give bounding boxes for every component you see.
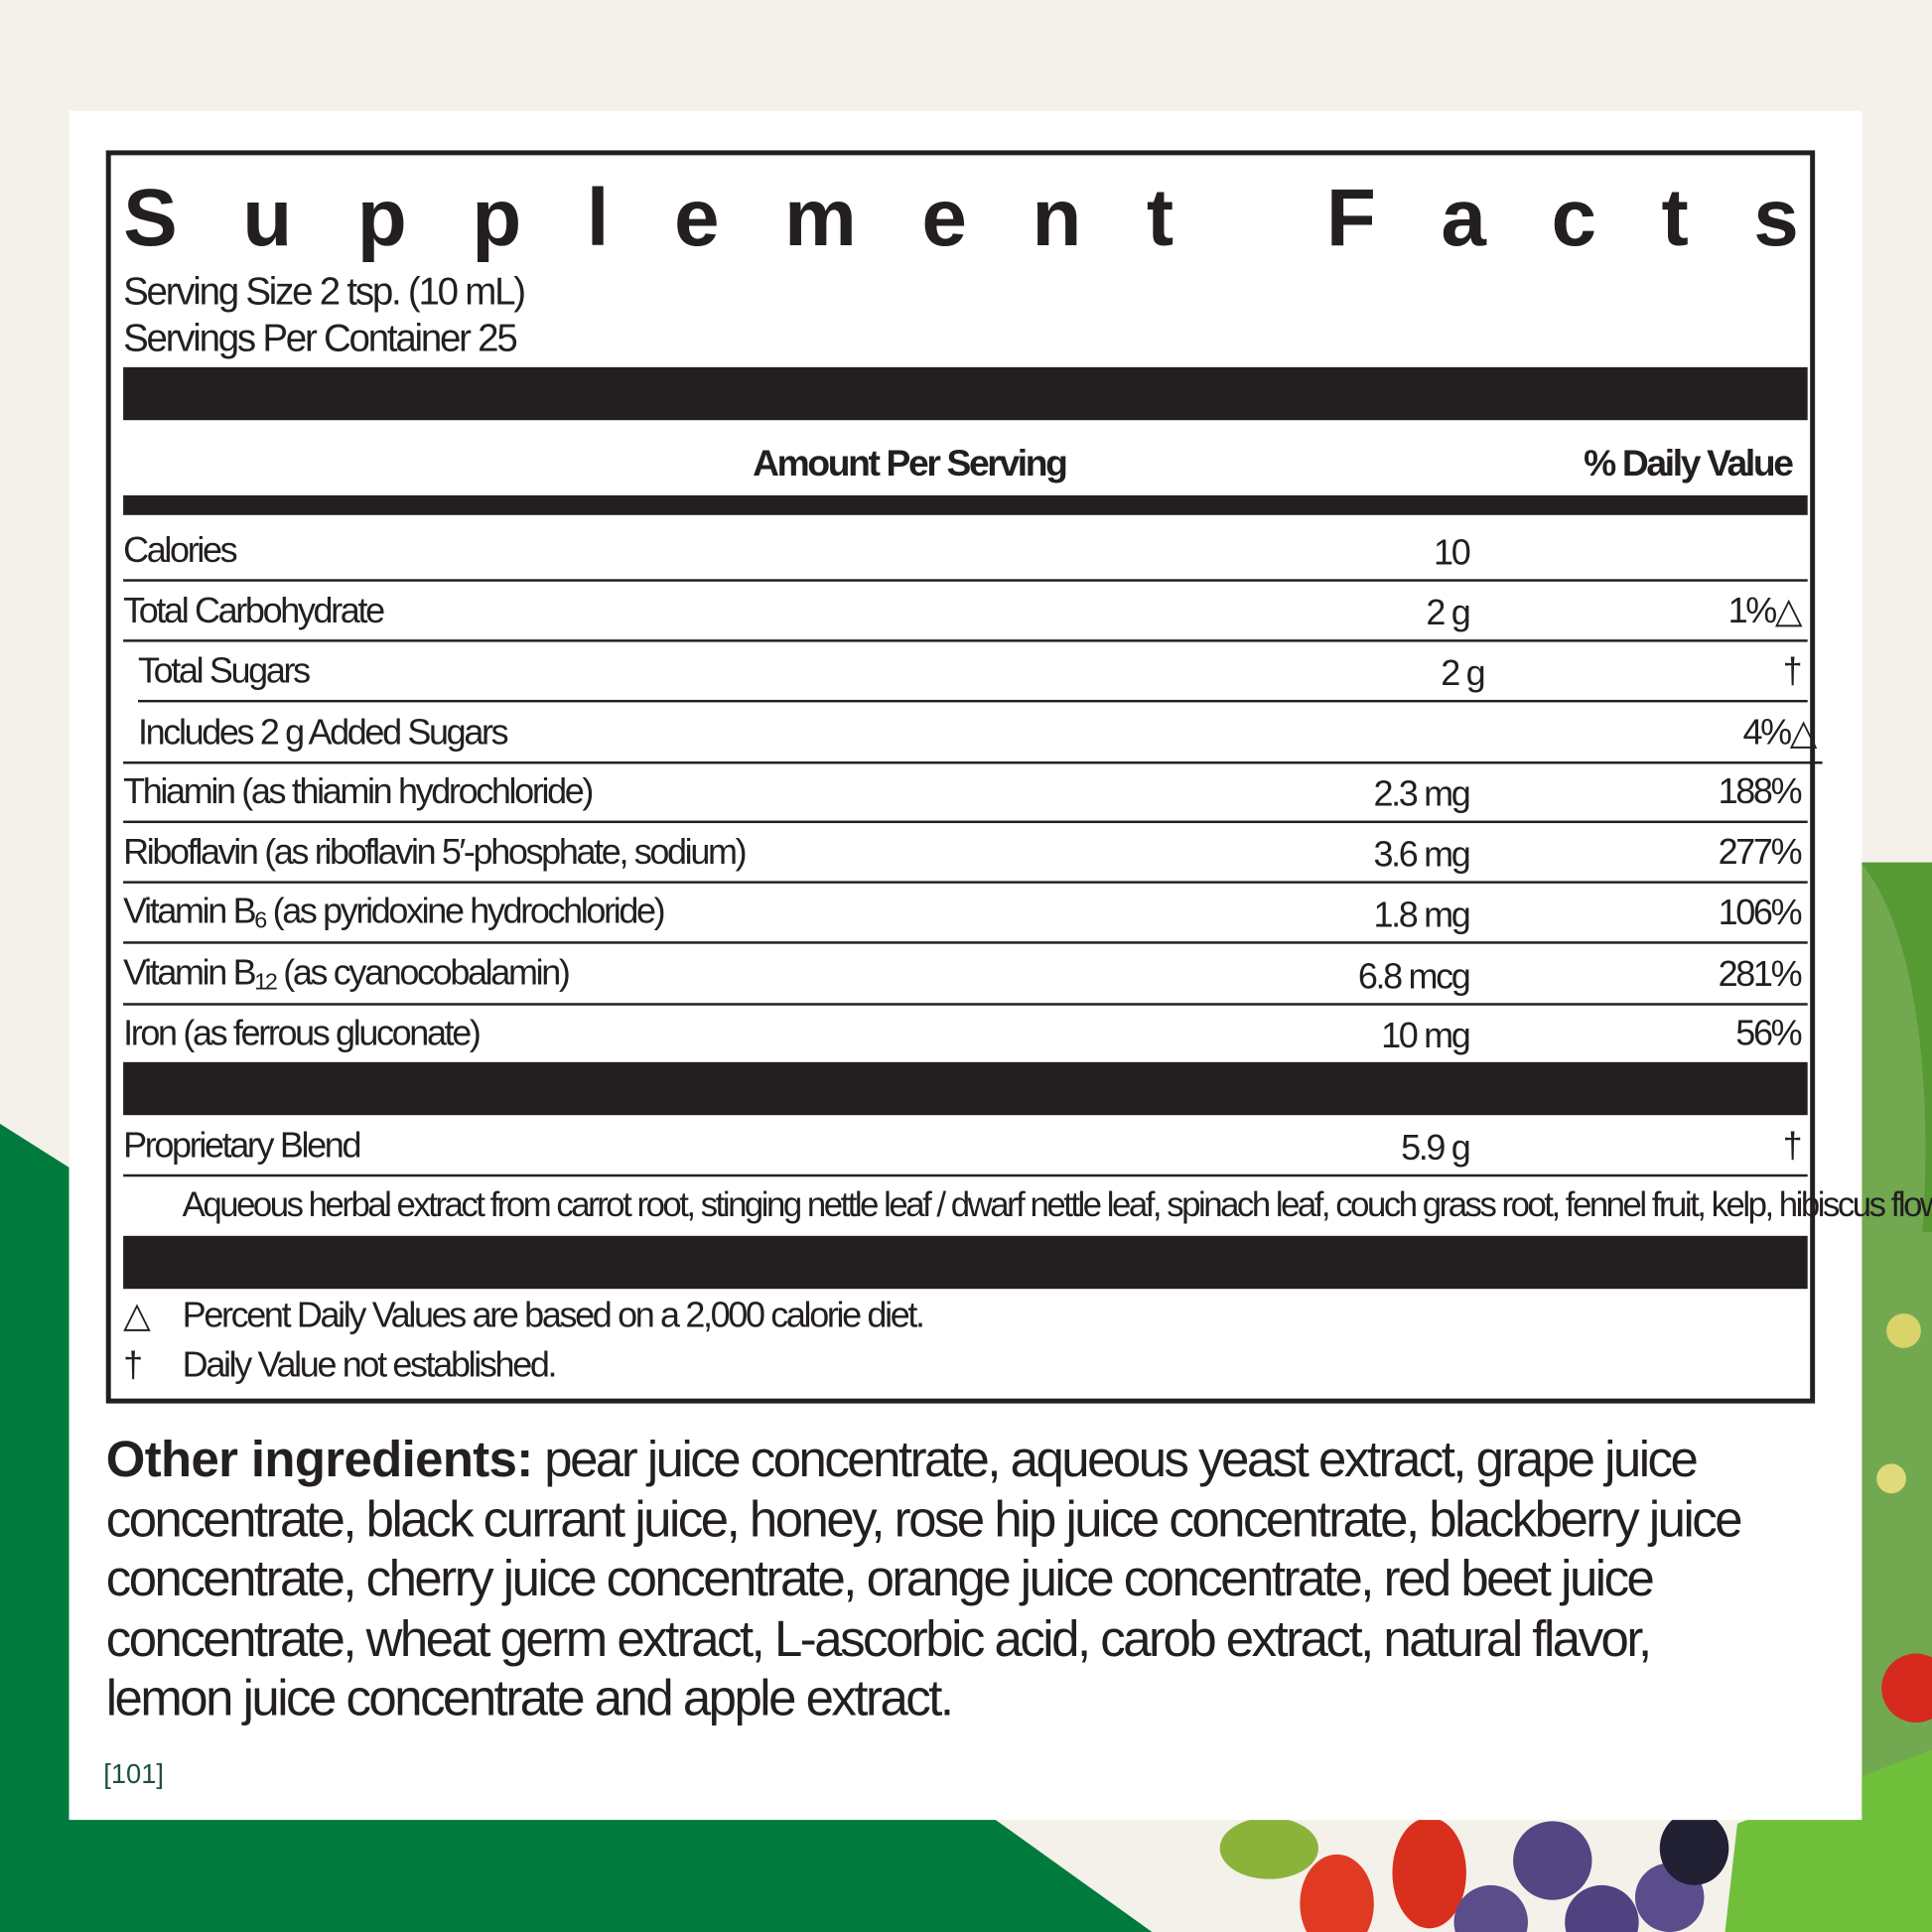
label-subscript: 12 — [254, 968, 278, 995]
row-daily-value: 56% — [1735, 1014, 1802, 1054]
row-amount: 2.3 mg — [1373, 774, 1470, 815]
label-text: (as cyanocobalamin) — [275, 953, 571, 994]
title-letter: S — [123, 171, 178, 263]
other-ingredients: Other ingredients: pear juice concentrat… — [106, 1430, 1782, 1728]
title-letter: e — [674, 171, 720, 263]
row-amount: 2 g — [1441, 654, 1485, 694]
label-text: Vitamin B — [123, 953, 257, 994]
nutrient-row: Includes 2 g Added Sugars 4%△ — [123, 702, 1823, 764]
daily-value-header: % Daily Value — [1584, 443, 1794, 484]
nutrient-row: Total Sugars 2 g † — [138, 640, 1808, 703]
nutrient-row: Iron (as ferrous gluconate) 10 mg 56% — [123, 1003, 1808, 1062]
divider-bar — [123, 1061, 1808, 1116]
title-letter: a — [1441, 171, 1486, 263]
row-label: Iron (as ferrous gluconate) — [123, 1014, 482, 1054]
nutrient-row: Total Carbohydrate 2 g 1%△ — [123, 581, 1808, 642]
serving-size: Serving Size 2 tsp. (10 mL) — [123, 269, 526, 314]
row-daily-value: 4%△ — [1742, 713, 1817, 754]
title-letter: s — [1753, 171, 1799, 263]
row-label: Vitamin B12 (as cyanocobalamin) — [123, 953, 571, 996]
label-subscript: 6 — [254, 906, 267, 933]
nutrient-row: Vitamin B12 (as cyanocobalamin) 6.8 mcg 28… — [123, 944, 1808, 1006]
amount-header: Amount Per Serving — [753, 443, 1068, 484]
row-amount: 5.9 g — [1401, 1128, 1471, 1169]
servings-per-container: Servings Per Container 25 — [123, 316, 518, 360]
nutrient-row: Calories 10 — [123, 520, 1808, 582]
row-label: Includes 2 g Added Sugars — [138, 713, 509, 754]
row-amount: 10 mg — [1381, 1016, 1471, 1056]
dagger-symbol: † — [123, 1345, 143, 1385]
row-amount: 2 g — [1426, 594, 1470, 633]
footnote-text: Percent Daily Values are based on a 2,00… — [182, 1296, 925, 1336]
row-label: Vitamin B6 (as pyridoxine hydrochloride) — [123, 892, 666, 934]
divider-bar — [123, 1235, 1808, 1290]
reference-code: [101] — [103, 1758, 164, 1790]
row-label: Thiamin (as thiamin hydrochloride) — [123, 772, 594, 812]
title-letter: c — [1551, 171, 1597, 263]
row-label: Calories — [123, 530, 238, 571]
title-letter: p — [472, 171, 522, 263]
row-amount: 6.8 mcg — [1357, 957, 1471, 998]
row-daily-value: 188% — [1718, 772, 1803, 812]
footnote: △ Percent Daily Values are based on a 2,0… — [123, 1294, 925, 1336]
other-ingredients-heading: Other ingredients: — [105, 1430, 534, 1488]
nutrient-row: Vitamin B6 (as pyridoxine hydrochloride)… — [123, 883, 1808, 944]
row-daily-value: 281% — [1718, 954, 1803, 995]
row-amount: 10 — [1434, 533, 1471, 574]
footnote: † Daily Value not established. — [123, 1345, 558, 1386]
row-daily-value: † — [1782, 1126, 1803, 1167]
divider-bar — [123, 366, 1808, 421]
title-letter: F — [1325, 171, 1376, 263]
row-amount: 1.8 mg — [1373, 896, 1470, 935]
divider-bar — [123, 494, 1808, 515]
other-ingredients-text: pear juice concentrate, aqueous yeast ex… — [105, 1430, 1743, 1726]
title-letter: t — [1661, 171, 1689, 263]
title-letter: u — [242, 171, 293, 263]
title-letter: m — [784, 171, 857, 263]
row-daily-value: † — [1782, 651, 1803, 692]
title-letter: p — [356, 171, 407, 263]
proprietary-blend-row: Proprietary Blend 5.9 g † — [123, 1115, 1808, 1177]
row-label: Proprietary Blend — [123, 1126, 361, 1167]
row-daily-value: 106% — [1718, 893, 1803, 933]
triangle-symbol: △ — [123, 1296, 151, 1336]
title-letter: e — [921, 171, 967, 263]
title-letter: t — [1146, 171, 1174, 263]
footnote-text: Daily Value not established. — [182, 1345, 558, 1385]
nutrient-row: Thiamin (as thiamin hydrochloride) 2.3 mg… — [123, 761, 1808, 824]
blend-contents: Aqueous herbal extract from carrot root,… — [182, 1184, 1932, 1224]
title-letter: l — [586, 171, 610, 263]
row-daily-value: 277% — [1718, 832, 1803, 873]
label-text: (as pyridoxine hydrochloride) — [264, 892, 666, 932]
row-label: Total Sugars — [138, 651, 311, 692]
row-daily-value: 1%△ — [1727, 591, 1803, 631]
row-label: Total Carbohydrate — [123, 591, 385, 631]
row-label: Riboflavin (as riboflavin 5′-phosphate, … — [123, 832, 747, 873]
title-letter: n — [1032, 171, 1082, 263]
label-text: Vitamin B — [123, 892, 257, 932]
fruit-illustration — [1219, 862, 1932, 1932]
title-letter — [1239, 168, 1262, 266]
nutrient-row: Riboflavin (as riboflavin 5′-phosphate, … — [123, 822, 1808, 884]
row-amount: 3.6 mg — [1373, 835, 1470, 876]
